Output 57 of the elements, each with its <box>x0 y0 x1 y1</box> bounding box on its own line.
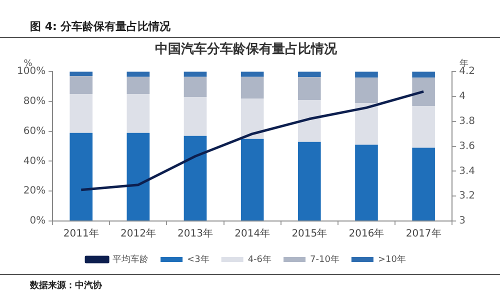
bar <box>355 102 378 145</box>
x-tick-label: 2015年 <box>292 228 328 240</box>
bar <box>184 76 207 97</box>
legend-label: <3年 <box>187 254 210 265</box>
bar <box>240 72 264 77</box>
chart-title: 中国汽车分车龄保有量占比情况 <box>155 41 338 58</box>
y-tick-label: 40% <box>23 156 46 167</box>
bar <box>412 148 435 220</box>
y-tick-label: 0% <box>30 216 46 227</box>
bar <box>355 78 378 103</box>
x-tick-label: 2012年 <box>120 228 156 240</box>
y2-tick-label: 3.8 <box>459 116 476 127</box>
bar <box>70 94 93 133</box>
bar <box>184 136 207 220</box>
y-tick-label: 80% <box>23 96 46 108</box>
bar <box>298 142 321 220</box>
bar <box>298 77 321 100</box>
y-tick-label: 20% <box>23 186 46 197</box>
bar <box>298 72 321 78</box>
bar <box>126 94 150 133</box>
y2-tick-label: 3.4 <box>459 166 476 177</box>
bar <box>70 72 93 76</box>
x-tick-label: 2016年 <box>348 228 384 240</box>
legend-label: >10年 <box>378 254 406 265</box>
y2-tick-label: 3.2 <box>459 190 476 202</box>
y2-axis-title: 年 <box>460 58 468 69</box>
x-tick-label: 2014年 <box>234 228 270 240</box>
bar <box>70 76 93 94</box>
legend-label: 7-10年 <box>310 254 340 265</box>
legend-label: 平均车龄 <box>112 254 149 265</box>
bar <box>355 72 378 78</box>
bar <box>240 98 264 139</box>
bar <box>298 100 321 142</box>
bar <box>126 72 150 77</box>
y2-tick-label: 3 <box>459 216 466 227</box>
y2-tick-label: 4 <box>459 91 466 102</box>
x-tick-label: 2013年 <box>178 228 213 240</box>
x-tick-label: 2011年 <box>63 228 99 240</box>
y2-tick-label: 4.2 <box>459 66 476 78</box>
bar <box>184 97 207 136</box>
bar <box>70 132 93 220</box>
bar <box>240 138 264 220</box>
x-tick-label: 2017年 <box>406 228 442 240</box>
bar <box>412 106 435 148</box>
y-tick-label: 60% <box>23 126 46 137</box>
source-note: 数据来源：中汽协 <box>30 279 103 292</box>
bar <box>412 78 435 106</box>
legend-label: 4-6年 <box>248 254 272 265</box>
y-tick-label: 100% <box>16 66 46 78</box>
chart-subtitle: 图 4: 分车龄保有量占比情况 <box>30 19 171 34</box>
bar <box>355 144 378 220</box>
y2-tick-label: 3.6 <box>459 140 476 152</box>
bar <box>126 132 150 220</box>
bar <box>240 76 264 98</box>
bar <box>412 72 435 78</box>
bar <box>184 72 207 77</box>
bar <box>126 76 150 94</box>
